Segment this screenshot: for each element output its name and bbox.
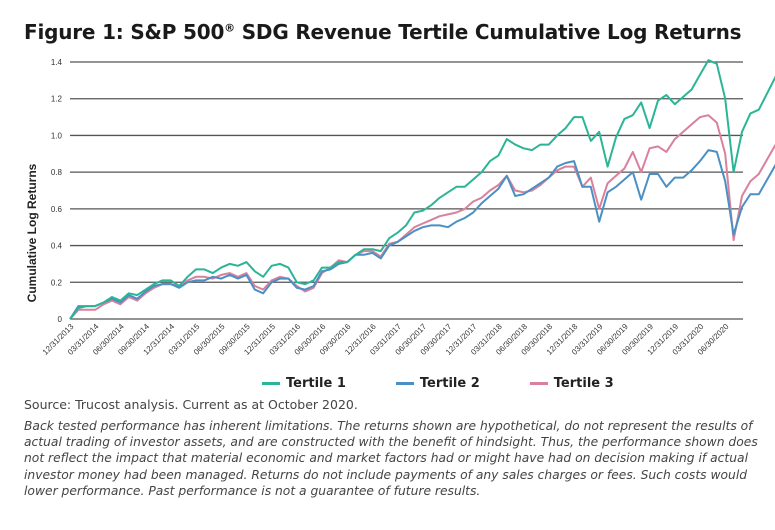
series-line-tertile-3 <box>69 114 775 320</box>
y-tick-label: 1.4 <box>51 58 63 67</box>
title-rest: SDG Revenue Tertile Cumulative Log Retur… <box>234 20 742 44</box>
figure-title: Figure 1: S&P 500® SDG Revenue Tertile C… <box>24 20 742 44</box>
y-tick-label: 0 <box>58 315 63 324</box>
legend-label: Tertile 1 <box>286 376 346 391</box>
legend-swatch-tertile-3 <box>529 382 548 385</box>
source-note: Source: Trucost analysis. Current as at … <box>24 397 358 412</box>
series-line-tertile-2 <box>69 149 775 320</box>
legend-label: Tertile 3 <box>553 376 614 391</box>
registered-mark: ® <box>224 21 235 35</box>
disclaimer-text: Back tested performance has inherent lim… <box>24 419 758 498</box>
y-tick-label: 1.2 <box>51 95 63 104</box>
legend-item-tertile-1: Tertile 1 <box>262 376 346 391</box>
legend-item-tertile-3: Tertile 3 <box>529 376 614 391</box>
y-tick-label: 0.6 <box>51 205 63 214</box>
legend-label: Tertile 2 <box>419 376 480 391</box>
y-tick-label: 0.2 <box>51 278 63 287</box>
y-tick-label: 0.4 <box>51 242 63 251</box>
y-axis-label: Cumulative Log Returns <box>25 163 39 302</box>
x-axis-ticks: 12/31/201303/31/201406/30/201409/30/2014… <box>41 322 731 357</box>
title-main: Figure 1: S&P 500 <box>24 20 225 44</box>
legend-swatch-tertile-1 <box>262 382 280 385</box>
y-axis-ticks: 0 0.2 0.4 0.6 0.8 1.0 1.2 1.4 <box>51 58 63 324</box>
series-lines <box>69 59 775 320</box>
y-tick-label: 1.0 <box>51 131 63 140</box>
legend-item-tertile-2: Tertile 2 <box>395 376 480 391</box>
series-line-tertile-1 <box>69 59 775 320</box>
y-tick-label: 0.8 <box>51 168 63 177</box>
legend-swatch-tertile-2 <box>395 382 414 385</box>
legend: Tertile 1 Tertile 2 Tertile 3 <box>262 376 614 391</box>
line-chart: 0 0.2 0.4 0.6 0.8 1.0 1.2 1.4 12/31/201303/31/2… <box>25 58 775 357</box>
